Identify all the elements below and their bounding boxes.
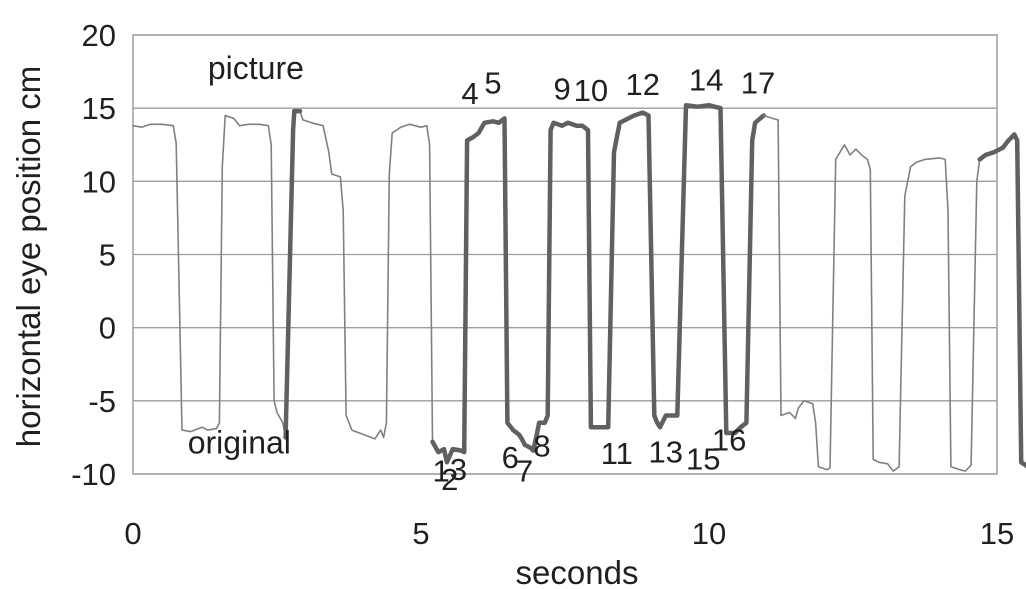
y-tick-label: 20 bbox=[82, 18, 116, 53]
numbered-label: 8 bbox=[533, 428, 550, 463]
y-tick-label: -10 bbox=[71, 457, 116, 492]
trace-thin bbox=[762, 114, 981, 472]
numbered-label: 5 bbox=[484, 66, 501, 101]
numbered-label: 10 bbox=[574, 73, 608, 108]
trace-thin bbox=[132, 114, 287, 439]
annotation-label: original bbox=[188, 425, 291, 461]
trace-thin bbox=[299, 110, 434, 443]
y-tick-label: 10 bbox=[82, 164, 116, 199]
numbered-label: 15 bbox=[686, 442, 720, 477]
numbered-label: 16 bbox=[712, 423, 746, 458]
numbered-label: 6 bbox=[502, 440, 519, 475]
numbered-label: 13 bbox=[649, 434, 683, 469]
y-tick-label: 5 bbox=[99, 238, 116, 273]
annotations: picture original bbox=[188, 50, 304, 461]
plot-frame bbox=[132, 34, 998, 475]
numbered-label: 14 bbox=[689, 63, 723, 98]
trace-thick bbox=[283, 108, 303, 440]
x-axis-title: seconds bbox=[516, 554, 639, 589]
x-tick-label: 15 bbox=[980, 516, 1014, 551]
numbered-label: 7 bbox=[516, 453, 533, 488]
numbered-label: 17 bbox=[741, 66, 775, 101]
trace-thick bbox=[430, 102, 766, 465]
numbered-label: 2 bbox=[441, 462, 458, 497]
numbered-label: 4 bbox=[461, 76, 478, 111]
x-tick-labels: 0 5 10 15 bbox=[124, 516, 1014, 551]
numbered-label: 1 bbox=[433, 453, 450, 488]
y-tick-label: -5 bbox=[88, 384, 116, 419]
annotation-label: picture bbox=[208, 50, 304, 86]
numbered-label: 3 bbox=[450, 452, 467, 487]
y-axis-title: horizontal eye position cm bbox=[10, 66, 47, 448]
y-tick-labels: 20 15 10 5 0 -5 -10 bbox=[71, 18, 116, 492]
y-tick-label: 0 bbox=[99, 311, 116, 346]
x-tick-label: 5 bbox=[412, 516, 429, 551]
numbered-label: 11 bbox=[601, 436, 633, 471]
y-tick-label: 15 bbox=[82, 91, 116, 126]
numbered-label: 12 bbox=[626, 67, 660, 102]
series-layer bbox=[132, 102, 1026, 472]
x-tick-label: 10 bbox=[692, 516, 726, 551]
x-tick-label: 0 bbox=[124, 516, 141, 551]
trace-thick bbox=[977, 132, 1026, 469]
numbered-label: 9 bbox=[553, 71, 570, 106]
